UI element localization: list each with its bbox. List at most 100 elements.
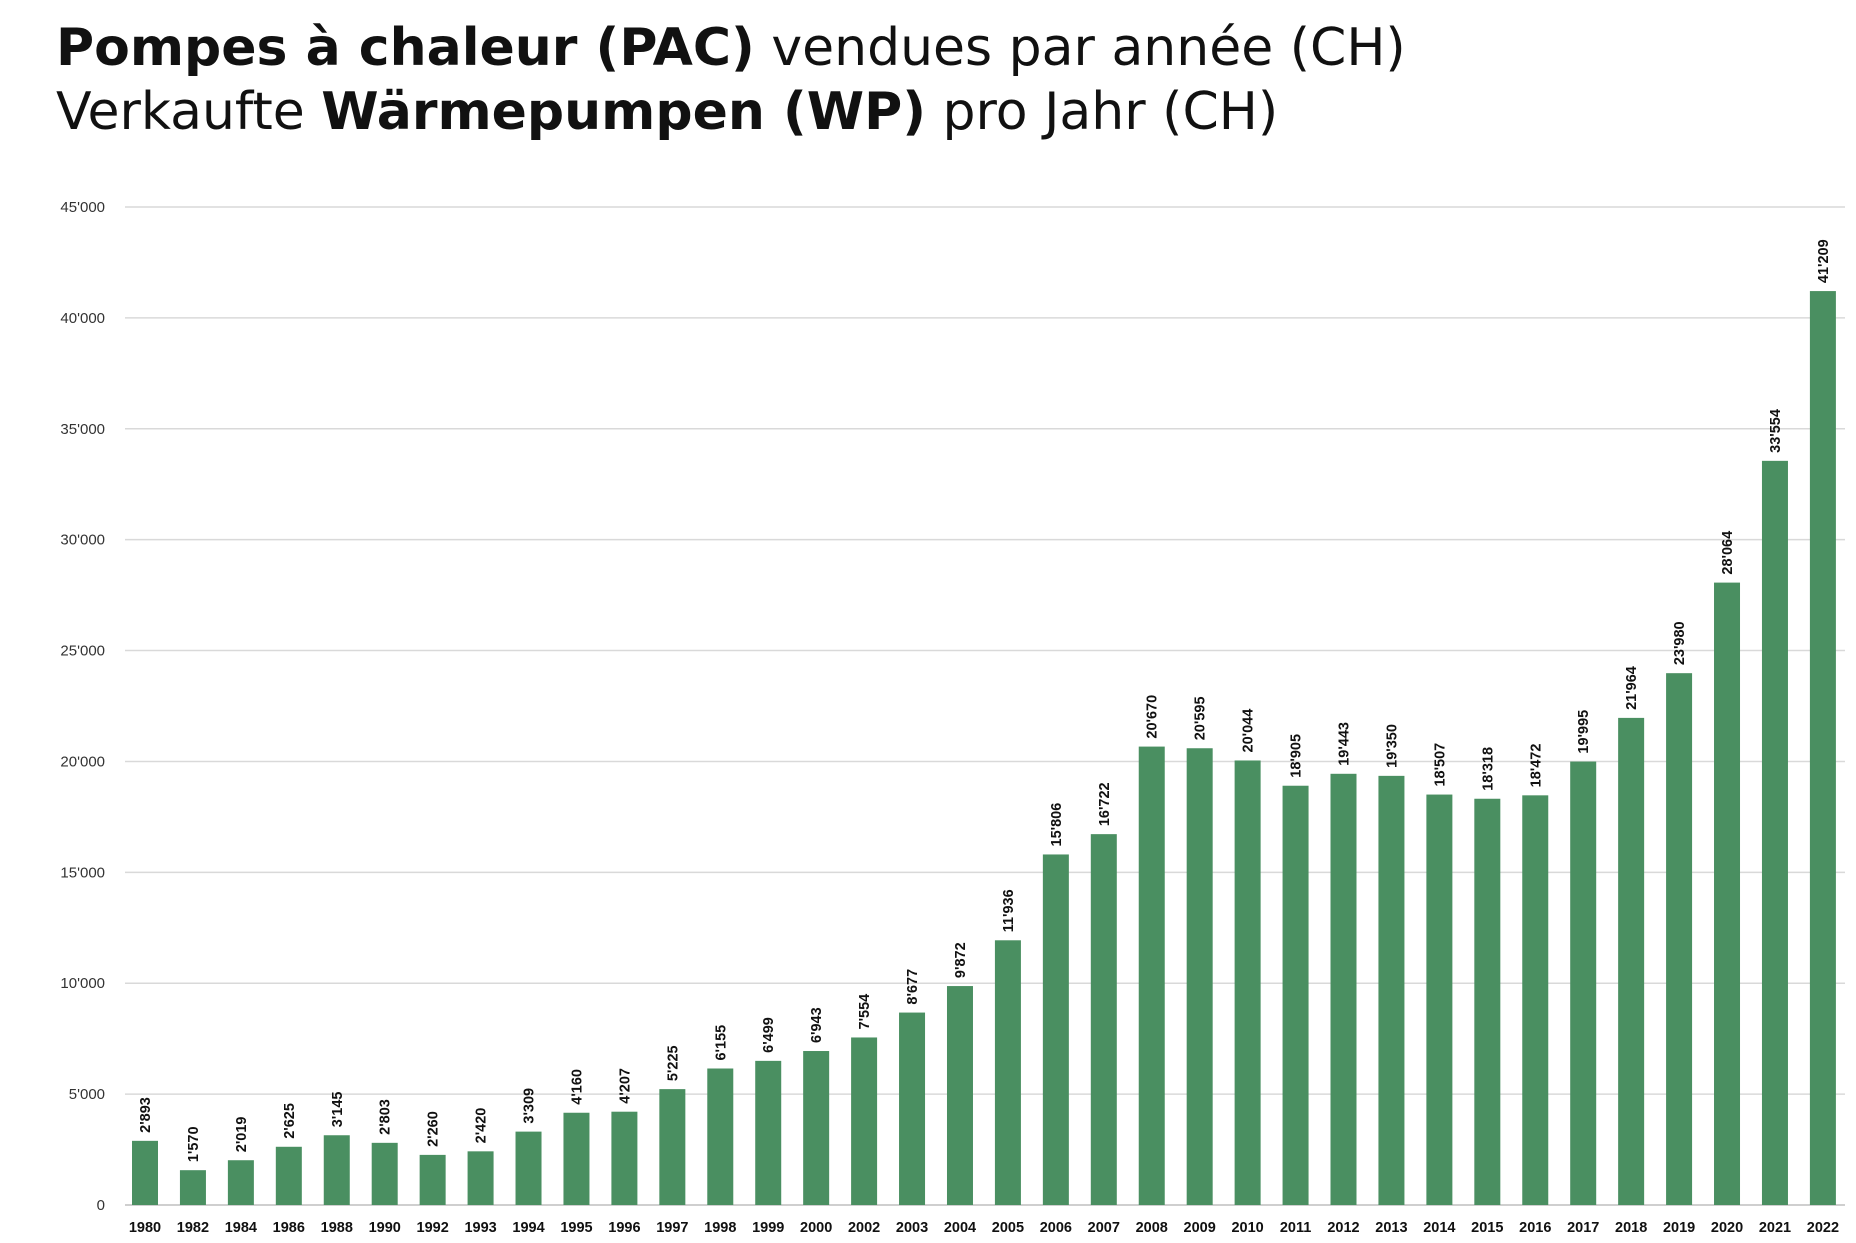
- data-label-1980: 2'893: [138, 1097, 154, 1133]
- data-label-1994: 3'309: [522, 1088, 538, 1124]
- x-tick-label-2011: 2011: [1280, 1220, 1311, 1236]
- gridlines: [125, 206, 1845, 1206]
- bar-2002: [851, 1037, 878, 1205]
- bar-1993: [467, 1151, 494, 1205]
- y-tick-label: 10'000: [60, 975, 105, 992]
- bar-2015: [1474, 798, 1501, 1205]
- x-tick-label-1998: 1998: [704, 1220, 736, 1236]
- y-tick-label: 30'000: [60, 532, 105, 549]
- bar-1998: [707, 1068, 734, 1205]
- x-tick-label-2022: 2022: [1807, 1220, 1839, 1236]
- x-tick-label-2018: 2018: [1615, 1220, 1647, 1236]
- data-label-2021: 33'554: [1768, 409, 1784, 453]
- x-tick-label-2010: 2010: [1231, 1220, 1263, 1236]
- bars: [132, 291, 1836, 1206]
- x-tick-label-2007: 2007: [1088, 1220, 1120, 1236]
- chart-title-line-2: Verkaufte Wärmepumpen (WP) pro Jahr (CH): [56, 82, 1278, 142]
- bar-2005: [994, 940, 1021, 1205]
- y-tick-label: 40'000: [60, 310, 105, 327]
- bar-1995: [563, 1112, 590, 1205]
- data-label-1990: 2'803: [378, 1099, 394, 1135]
- x-tick-label-1999: 1999: [752, 1220, 784, 1236]
- data-label-1996: 4'207: [617, 1068, 633, 1104]
- data-label-2007: 16'722: [1097, 782, 1113, 826]
- bar-2006: [1042, 854, 1069, 1205]
- data-label-2019: 23'980: [1672, 621, 1688, 665]
- x-tick-label-2003: 2003: [896, 1220, 928, 1236]
- data-label-2002: 7'554: [857, 994, 873, 1030]
- bar-2003: [899, 1012, 926, 1205]
- data-label-2006: 15'806: [1049, 803, 1065, 847]
- x-tick-label-2006: 2006: [1040, 1220, 1072, 1236]
- x-tick-label-2009: 2009: [1184, 1220, 1216, 1236]
- title-line-1-normal: vendues par année (CH): [754, 18, 1406, 78]
- x-tick-label-2016: 2016: [1519, 1220, 1551, 1236]
- bar-2008: [1138, 746, 1165, 1205]
- bar-2011: [1282, 785, 1309, 1205]
- x-tick-label-1993: 1993: [464, 1220, 496, 1236]
- bar-2020: [1714, 582, 1741, 1205]
- bar-1992: [419, 1154, 446, 1205]
- title-line-1-bold: Pompes à chaleur (PAC): [56, 18, 755, 78]
- x-tick-label-1982: 1982: [177, 1220, 209, 1236]
- bar-1997: [659, 1089, 686, 1205]
- bar-2009: [1186, 748, 1213, 1205]
- data-label-2012: 19'443: [1337, 722, 1353, 766]
- y-tick-label: 15'000: [60, 864, 105, 881]
- data-label-1982: 1'570: [186, 1126, 202, 1162]
- bar-1990: [371, 1142, 398, 1205]
- data-label-2015: 18'318: [1480, 747, 1496, 791]
- title-line-2-normal: Verkaufte: [56, 82, 322, 142]
- x-tick-label-2014: 2014: [1423, 1220, 1455, 1236]
- x-tick-label-1986: 1986: [273, 1220, 305, 1236]
- bar-1994: [515, 1131, 542, 1205]
- x-tick-label-1988: 1988: [321, 1220, 353, 1236]
- y-tick-label: 35'000: [60, 421, 105, 438]
- y-tick-label: 5'000: [69, 1086, 105, 1103]
- data-label-1997: 5'225: [665, 1045, 681, 1081]
- y-axis-ticks: 0 5'000 10'000 15'000 20'000 25'000 30'000 35'0…: [60, 199, 105, 1214]
- x-tick-label-1996: 1996: [608, 1220, 640, 1236]
- bar-1980: [132, 1140, 158, 1205]
- x-tick-label-1994: 1994: [512, 1220, 544, 1236]
- y-tick-label: 0: [97, 1197, 105, 1214]
- x-tick-label-1992: 1992: [417, 1220, 449, 1236]
- x-tick-label-1990: 1990: [369, 1220, 401, 1236]
- data-label-1993: 2'420: [474, 1108, 490, 1144]
- bar-2018: [1618, 717, 1645, 1205]
- x-tick-label-2017: 2017: [1567, 1220, 1599, 1236]
- bar-1988: [323, 1135, 350, 1205]
- data-label-2005: 11'936: [1001, 889, 1017, 932]
- title-line-2-bold: Wärmepumpen (WP): [321, 82, 926, 142]
- bar-1999: [755, 1060, 782, 1205]
- x-axis-ticks: 1980 1982 1984 1986 1988 1990 1992 1993 1994 1995…: [129, 1220, 1839, 1236]
- x-tick-label-2005: 2005: [992, 1220, 1024, 1236]
- data-label-2010: 20'044: [1241, 709, 1257, 753]
- data-label-1999: 6'499: [761, 1017, 777, 1053]
- x-tick-label-2020: 2020: [1711, 1220, 1743, 1236]
- x-tick-label-2000: 2000: [800, 1220, 832, 1236]
- bar-2016: [1522, 795, 1549, 1205]
- title-line-2-tail: pro Jahr (CH): [925, 82, 1279, 142]
- bar-2007: [1090, 834, 1117, 1205]
- data-label-2004: 9'872: [953, 942, 969, 978]
- x-tick-label-2015: 2015: [1471, 1220, 1503, 1236]
- bar-1982: [179, 1170, 206, 1205]
- data-label-2000: 6'943: [809, 1007, 825, 1043]
- x-tick-label-2013: 2013: [1375, 1220, 1407, 1236]
- x-tick-label-2019: 2019: [1663, 1220, 1695, 1236]
- data-label-2018: 21'964: [1624, 666, 1640, 710]
- data-label-2016: 18'472: [1528, 744, 1544, 788]
- bar-1984: [227, 1160, 254, 1205]
- y-tick-label: 25'000: [60, 643, 105, 660]
- x-tick-label-2008: 2008: [1136, 1220, 1168, 1236]
- x-tick-label-2021: 2021: [1759, 1220, 1791, 1236]
- bar-2021: [1761, 460, 1788, 1206]
- bar-2004: [946, 986, 973, 1205]
- bar-2022: [1809, 291, 1836, 1206]
- data-label-1986: 2'625: [282, 1103, 298, 1139]
- bar-1986: [275, 1146, 302, 1205]
- data-label-2011: 18'905: [1289, 734, 1305, 778]
- x-tick-label-2004: 2004: [944, 1220, 976, 1236]
- bar-2010: [1234, 760, 1261, 1205]
